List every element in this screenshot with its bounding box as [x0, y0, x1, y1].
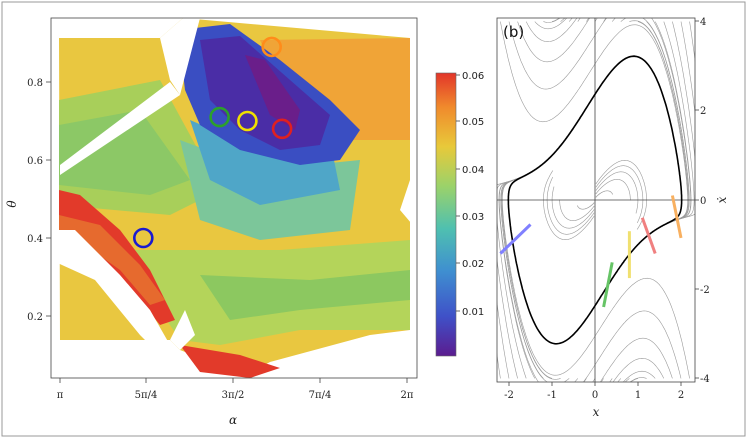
- y-tick-label: 0.6: [27, 156, 43, 167]
- flow-line: [599, 337, 673, 382]
- flow-line: [680, 21, 695, 116]
- flow-line: [586, 18, 590, 22]
- x-axis-label: x: [593, 405, 600, 419]
- trajectory-segment: [602, 262, 614, 308]
- marker-circle: [271, 118, 293, 140]
- colorbar-tick: 0.01: [462, 307, 484, 318]
- trajectory-segment: [640, 217, 657, 255]
- flow-line: [560, 18, 566, 22]
- x-tick-label: 2: [678, 390, 684, 401]
- flow-line: [551, 186, 595, 229]
- flow-line: [568, 18, 573, 22]
- flow-line: [689, 21, 695, 63]
- flow-line: [534, 18, 568, 30]
- trajectory-segment: [670, 195, 683, 239]
- flow-line: [595, 159, 647, 230]
- y-tick-label: 2: [700, 106, 706, 117]
- x-tick-label: π: [57, 390, 64, 401]
- limit-cycle: [507, 55, 683, 345]
- flow-line: [595, 190, 614, 198]
- marker-circle: [261, 36, 283, 58]
- flow-line: [546, 176, 595, 235]
- flow-line: [508, 18, 607, 90]
- phase-portrait-panel: (b) -2 -1 0 1 2 x 4 2 0 -2 -4 ẋ: [496, 17, 729, 419]
- flow-line: [517, 18, 591, 63]
- y-tick-label: 0.2: [27, 312, 43, 323]
- flow-line: [502, 180, 690, 379]
- flow-line: [624, 378, 630, 382]
- x-tick-label: 0: [592, 390, 598, 401]
- trajectory-segment: [499, 223, 532, 255]
- marker-circle: [237, 110, 258, 132]
- x-tick-label: 5π/4: [135, 390, 158, 401]
- y-tick-label: 0.8: [27, 78, 43, 89]
- flow-line: [543, 18, 561, 23]
- flow-line: [559, 199, 595, 221]
- y-tick-label: -4: [700, 374, 710, 385]
- flow-line: [622, 370, 656, 382]
- y-tick-label: 0.4: [27, 234, 43, 245]
- colorbar: [436, 73, 456, 356]
- x-tick-marks: [508, 382, 682, 386]
- y-tick-label: 4: [700, 17, 706, 28]
- marker-circle: [133, 227, 154, 249]
- x-tick-label: 7π/4: [309, 390, 332, 401]
- flow-line: [497, 300, 510, 379]
- colorbar-tick: 0.04: [462, 165, 484, 176]
- flow-line: [617, 378, 622, 382]
- flow-line: [583, 310, 682, 382]
- y-tick-label: -2: [700, 285, 710, 296]
- flow-line: [551, 18, 560, 22]
- panel-label: (b): [503, 23, 524, 41]
- heatmap-panel: π 5π/4 3π/2 7π/4 2π α 0.2 0.4 0.6 0.8 θ …: [5, 17, 484, 427]
- flow-line: [576, 202, 595, 210]
- y-axis-label: θ: [5, 200, 19, 208]
- x-tick-label: 2π: [401, 390, 414, 401]
- x-tick-label: 3π/2: [222, 390, 245, 401]
- colorbar-tick: 0.05: [462, 117, 484, 128]
- flow-line: [630, 378, 639, 382]
- flow-line: [600, 378, 604, 382]
- x-axis-label: α: [229, 413, 237, 427]
- x-tick-label: -1: [547, 390, 557, 401]
- flow-line: [543, 170, 595, 241]
- colorbar-tick: 0.06: [462, 71, 484, 82]
- y-tick-marks: [695, 20, 699, 379]
- colorbar-tick: 0.03: [462, 212, 484, 223]
- flow-line: [595, 179, 631, 201]
- flow-line: [629, 377, 647, 382]
- x-tick-label: 1: [635, 390, 641, 401]
- flow-line: [500, 21, 688, 220]
- y-axis-label: ẋ: [715, 196, 729, 203]
- y-tick-marks: [46, 81, 51, 317]
- y-tick-label: 0: [700, 196, 706, 207]
- x-tick-marks: [59, 378, 408, 383]
- flow-line: [595, 165, 644, 224]
- flow-line: [595, 171, 639, 214]
- flow-line: [497, 352, 501, 379]
- x-tick-label: -2: [504, 390, 514, 401]
- marker-circle: [209, 106, 230, 128]
- colorbar-tick: 0.02: [462, 259, 484, 270]
